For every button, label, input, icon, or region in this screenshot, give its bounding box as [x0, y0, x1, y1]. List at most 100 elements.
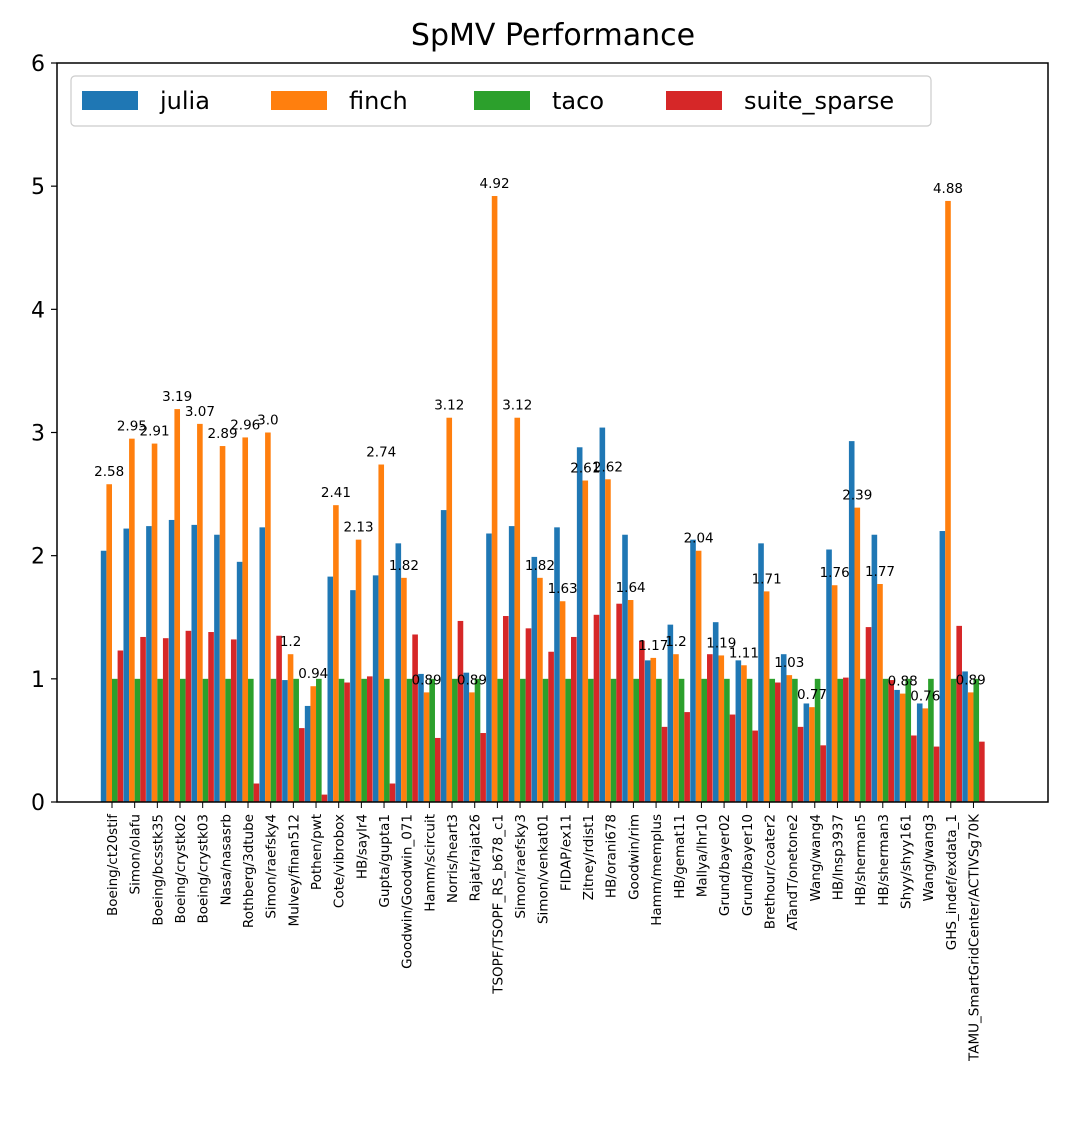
y-tick-label: 3 — [31, 422, 45, 447]
bar-suite_sparse — [729, 714, 736, 802]
bar-finch — [287, 654, 294, 802]
data-label: 1.19 — [706, 635, 736, 651]
legend: julia finch taco suite_sparse — [70, 75, 932, 127]
data-labels-layer: 2.58 2.952.91 3.193.07 2.892.963.0 1.2 0.94 2.… — [94, 176, 986, 704]
bar-finch — [537, 577, 543, 802]
x-tick-label: Boeing/bcsstk35 — [150, 814, 166, 926]
bar-suite_sparse — [117, 650, 124, 802]
data-label: 2.89 — [208, 426, 238, 442]
bar-finch — [718, 655, 725, 802]
bar-suite_sparse — [298, 728, 305, 802]
bar-finch — [899, 693, 906, 802]
bar-taco — [542, 678, 549, 802]
bar-julia — [576, 447, 583, 802]
x-tick-label: Goodwin/Goodwin_071 — [400, 814, 416, 969]
bar-julia — [214, 534, 220, 802]
bar-julia — [372, 575, 379, 802]
bar-suite_sparse — [548, 651, 554, 802]
bar-finch — [741, 665, 747, 802]
bar-taco — [633, 678, 640, 802]
bar-finch — [945, 200, 951, 802]
bar-taco — [361, 678, 367, 802]
data-label: 1.2 — [665, 634, 686, 650]
bar-julia — [916, 703, 923, 802]
data-label: 2.39 — [842, 488, 872, 504]
x-tick-label: Mallya/lhr10 — [694, 814, 710, 897]
legend-label-taco: taco — [552, 87, 604, 115]
bar-taco — [792, 678, 798, 802]
data-label: 2.58 — [94, 464, 124, 480]
bar-taco — [406, 678, 413, 802]
x-tick-label: Zitney/rdist1 — [581, 814, 597, 900]
legend-swatch-taco — [474, 91, 530, 110]
bar-finch — [197, 423, 203, 802]
bar-suite_sparse — [820, 745, 826, 802]
bar-suite_sparse — [616, 603, 622, 802]
x-tick-label: HB/sherman3 — [876, 814, 892, 906]
bar-julia — [531, 556, 538, 802]
bar-julia — [712, 622, 719, 802]
legend-swatch-julia — [82, 91, 138, 110]
bar-julia — [282, 680, 288, 802]
bar-taco — [316, 678, 322, 802]
bar-taco — [497, 678, 503, 802]
data-label: 1.77 — [865, 564, 895, 580]
bar-finch — [650, 657, 657, 802]
y-tick-label: 5 — [31, 175, 45, 200]
bar-finch — [809, 707, 815, 802]
bar-finch — [967, 692, 974, 802]
bar-suite_sparse — [480, 733, 486, 802]
bar-finch — [242, 437, 249, 802]
bar-suite_sparse — [162, 638, 169, 802]
x-tick-label: Gupta/gupta1 — [377, 814, 393, 908]
bar-julia — [327, 576, 334, 802]
bar-julia — [871, 534, 878, 802]
x-tick-label: HB/gemat11 — [672, 814, 688, 899]
bar-finch — [378, 464, 385, 802]
bar-finch — [605, 479, 611, 802]
data-label: 2.62 — [593, 459, 623, 475]
x-tick-label: Rothberg/3dtube — [241, 814, 257, 928]
bar-julia — [100, 550, 107, 802]
bar-finch — [129, 438, 135, 802]
bar-julia — [962, 671, 968, 802]
bar-finch — [401, 577, 407, 802]
bar-taco — [384, 678, 390, 802]
data-label: 1.2 — [280, 634, 301, 650]
bar-finch — [151, 443, 158, 802]
x-tick-label: HB/sherman5 — [853, 814, 869, 906]
bar-suite_sparse — [593, 614, 600, 802]
data-label: 4.92 — [480, 176, 510, 192]
data-label: 2.95 — [117, 419, 147, 435]
bar-taco — [157, 678, 163, 802]
bar-taco — [202, 678, 209, 802]
data-label: 2.04 — [684, 531, 714, 547]
bar-suite_sparse — [888, 680, 894, 802]
x-tick-label: Goodwin/rim — [626, 814, 642, 900]
x-tick-label: TSOPF/TSOPF_RS_b678_c1 — [490, 814, 506, 995]
bar-suite_sparse — [797, 726, 804, 802]
data-label: 0.94 — [298, 666, 328, 682]
bar-suite_sparse — [185, 630, 192, 802]
x-tick-label: Boeing/ct20stif — [105, 813, 121, 916]
x-tick-label: Wang/wang4 — [808, 814, 824, 901]
x-tick-label: Boeing/crystk02 — [173, 814, 189, 924]
bar-julia — [486, 533, 492, 802]
bar-taco — [769, 678, 776, 802]
data-label: 3.19 — [162, 389, 192, 405]
bar-julia — [690, 539, 696, 802]
bar-finch — [673, 654, 679, 802]
bar-finch — [174, 409, 181, 802]
bar-julia — [758, 543, 764, 802]
x-tick-label: Brethour/coater2 — [762, 814, 778, 929]
bar-taco — [610, 678, 617, 802]
bar-julia — [848, 441, 855, 802]
bar-taco — [837, 678, 844, 802]
y-axis: 0 1 2 3 4 5 6 — [31, 52, 57, 816]
bar-suite_sparse — [525, 628, 532, 802]
bar-julia — [191, 524, 198, 803]
x-tick-label: Grund/bayer10 — [740, 814, 756, 916]
bar-julia — [644, 660, 651, 802]
bar-finch — [423, 692, 430, 802]
bar-suite_sparse — [933, 746, 940, 802]
